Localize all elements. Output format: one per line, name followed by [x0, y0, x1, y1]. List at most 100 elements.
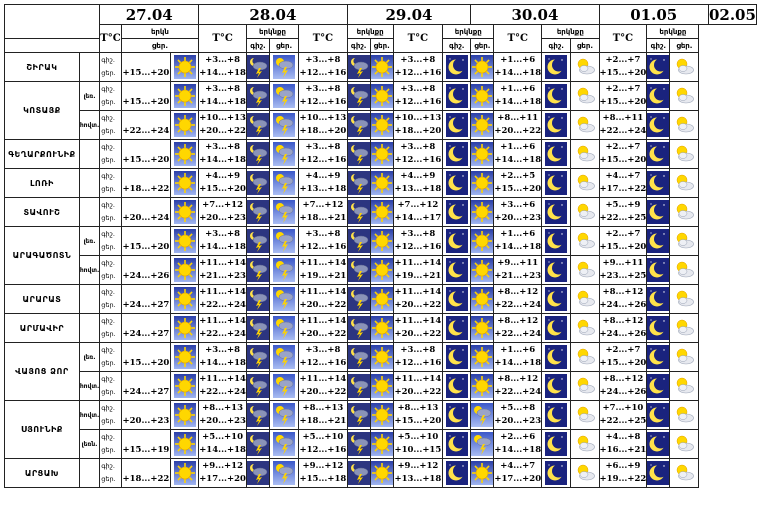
period-labels: գիշ. ցեր.	[99, 139, 122, 169]
day-temp: +15...+20	[599, 358, 647, 368]
storm-day-icon	[270, 374, 297, 398]
moon-icon	[444, 200, 470, 224]
day-temp: +14...+18	[199, 155, 246, 165]
moon-icon	[543, 84, 570, 108]
temperature-cell: +15...+20	[120, 226, 172, 256]
region-name: ԱՐԱՐԱՏ	[4, 284, 80, 314]
sky-cell	[268, 458, 300, 488]
sky-cell	[170, 168, 200, 198]
sky-label: երկնքը	[259, 27, 287, 36]
date-header: 02.05	[707, 4, 757, 25]
day-temp: +22...+24	[122, 126, 170, 136]
day-temp: +24...+26	[122, 271, 170, 281]
day-header: ցեր.	[120, 38, 200, 53]
temperature-cell: +5...+10 +14...+18	[198, 429, 247, 459]
night-temp: +8...+12	[497, 374, 539, 384]
moon-icon	[444, 229, 470, 253]
sun-icon	[371, 200, 393, 224]
storm-night-icon	[247, 142, 269, 166]
night-label: գիշ.	[101, 462, 115, 470]
day-temp: +15...+18	[299, 474, 347, 484]
night-temp: +9...+11	[497, 258, 539, 268]
temperature-cell: +4...+8 +16...+21	[598, 429, 648, 459]
temp-label: T°C	[407, 33, 429, 44]
storm-night-icon	[348, 84, 370, 108]
day-temp: +12...+16	[299, 97, 347, 107]
sky-cell	[470, 168, 495, 198]
sun-icon	[471, 345, 493, 369]
sky-cell	[245, 371, 270, 401]
sun-icon	[172, 200, 198, 224]
night-label: գիշ.	[101, 201, 115, 209]
temp-header: T°C	[298, 24, 348, 53]
sky-header: երկնքը	[442, 24, 495, 39]
moon-icon	[647, 142, 669, 166]
sky-label: երկնքը	[454, 27, 482, 36]
sky-cell	[346, 371, 371, 401]
moon-icon	[444, 374, 470, 398]
sky-cell	[442, 139, 472, 169]
temperature-cell: +24...+26	[120, 255, 172, 285]
region-label: ԿՈՏԱՅՔ	[23, 106, 61, 115]
moon-icon	[543, 287, 570, 311]
day-temp: +20...+22	[394, 300, 442, 310]
day-temp: +24...+26	[599, 329, 647, 339]
period-labels: գիշ. ցեր.	[99, 371, 122, 401]
storm-night-icon	[247, 374, 269, 398]
sky-cell	[346, 168, 371, 198]
night-temp: +3...+8	[400, 55, 436, 65]
day-temp: +12...+16	[394, 242, 442, 252]
temperature-cell: +8...+12 +22...+24	[493, 371, 543, 401]
temperature-cell: +8...+12 +24...+26	[598, 284, 648, 314]
day-temp: +14...+17	[394, 213, 442, 223]
sky-cell	[442, 458, 472, 488]
sky-cell	[541, 313, 572, 343]
night-label: գիշ.	[101, 85, 115, 93]
sky-cell	[470, 371, 495, 401]
temperature-cell: +4...+7 +17...+20	[493, 458, 543, 488]
sky-cell	[570, 313, 600, 343]
storm-day-icon	[270, 142, 297, 166]
sky-cell	[170, 139, 200, 169]
region-label: ԼՈՌԻ	[29, 178, 54, 188]
sun-cloud-icon	[572, 113, 598, 137]
temperature-cell: +11...+14 +22...+24	[198, 371, 247, 401]
sky-cell	[442, 400, 472, 430]
day-label: ցեր.	[101, 301, 116, 309]
region-label: ՇԻՐԱԿ	[26, 62, 58, 72]
moon-icon	[543, 200, 570, 224]
moon-icon	[444, 287, 470, 311]
temp-header: T°C	[598, 24, 648, 53]
sky-cell	[541, 429, 572, 459]
sun-cloud-icon	[572, 345, 598, 369]
night-temp: +1...+6	[500, 55, 536, 65]
day-temp: +18...+22	[122, 184, 170, 194]
sky-cell	[669, 429, 700, 459]
sky-cell	[346, 458, 371, 488]
sky-cell	[369, 458, 394, 488]
date-header: 28.04	[198, 4, 348, 25]
region-label: ԱՐԱԳԱԾՈՏՆ	[12, 251, 72, 260]
sun-cloud-icon	[671, 142, 698, 166]
storm-day-icon	[270, 287, 297, 311]
region-row: հովտ. գիշ. ցեր. +24...+27 +11...+14 +22...+24…	[5, 371, 757, 401]
night-temp: +9...+11	[602, 258, 644, 268]
night-header: գիշ.	[346, 38, 371, 53]
day-temp: +20...+24	[122, 213, 170, 223]
sky-cell	[369, 81, 394, 111]
temp-label: T°C	[612, 33, 634, 44]
day-label: ցեր.	[101, 272, 116, 280]
date-label: 29.04	[385, 5, 433, 24]
night-temp: +1...+6	[500, 229, 536, 239]
moon-icon	[543, 229, 570, 253]
subregion-text: հովտ.	[79, 382, 100, 390]
sky-cell	[245, 81, 270, 111]
temperature-cell: +11...+14 +20...+22	[392, 371, 444, 401]
sun-cloud-icon	[572, 374, 598, 398]
temperature-cell: +3...+8 +12...+16	[298, 342, 348, 372]
sun-cloud-icon	[671, 461, 698, 485]
subregion-text: հովտ.	[79, 121, 100, 129]
temperature-cell: +3...+8 +12...+16	[298, 139, 348, 169]
region-label: ՏԱՎՈՒՇ	[23, 207, 61, 217]
sky-cell	[346, 226, 371, 256]
